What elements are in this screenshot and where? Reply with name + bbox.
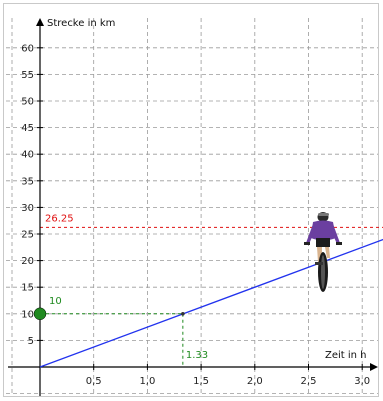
x-tick-label: 1,0 [139, 376, 155, 387]
x-tick-label: 3,0 [354, 376, 370, 387]
drag-point-y[interactable] [33, 307, 47, 321]
annotation-label: 1.33 [186, 350, 208, 361]
intersection-dot [181, 312, 185, 316]
y-tick-label: 35 [21, 176, 34, 187]
y-tick-label: 60 [21, 43, 34, 54]
y-tick-label: 55 [21, 70, 34, 81]
x-tick-label: 0,5 [86, 376, 102, 387]
x-axis-arrow [370, 363, 378, 371]
y-axis-arrow [36, 18, 44, 26]
cyclist-image [304, 212, 342, 292]
y-tick-label: 50 [21, 97, 34, 108]
series-line [39, 238, 383, 368]
y-tick-label: 40 [21, 150, 34, 161]
y-tick-label: 20 [21, 256, 34, 267]
grid [6, 18, 378, 396]
guide-lines [40, 226, 383, 367]
y-tick-label: 30 [21, 203, 34, 214]
x-tick-label: 2,5 [301, 376, 317, 387]
axes [8, 18, 378, 396]
x-tick-labels: 0,51,01,52,02,53,03,54,04,55,05,5 [86, 376, 370, 387]
y-tick-label: 45 [21, 123, 34, 134]
annotation-label: 10 [49, 296, 62, 307]
x-tick-label: 2,0 [247, 376, 263, 387]
x-axis-label: Zeit in h [325, 350, 367, 361]
y-tick-label: 25 [21, 230, 34, 241]
x-tick-label: 1,5 [193, 376, 209, 387]
chart-frame [3, 3, 379, 397]
y-axis-label: Strecke in km [47, 18, 115, 29]
annotation-label: 26.25 [45, 213, 74, 224]
y-tick-label: 15 [21, 283, 34, 294]
y-tick-label: 10 [21, 309, 34, 320]
y-tick-label: 5 [28, 336, 34, 347]
series [39, 238, 383, 368]
points [33, 307, 47, 321]
y-tick-labels: 5 10 15 20 25 30 35 40 45 50 55 60 [21, 43, 34, 347]
